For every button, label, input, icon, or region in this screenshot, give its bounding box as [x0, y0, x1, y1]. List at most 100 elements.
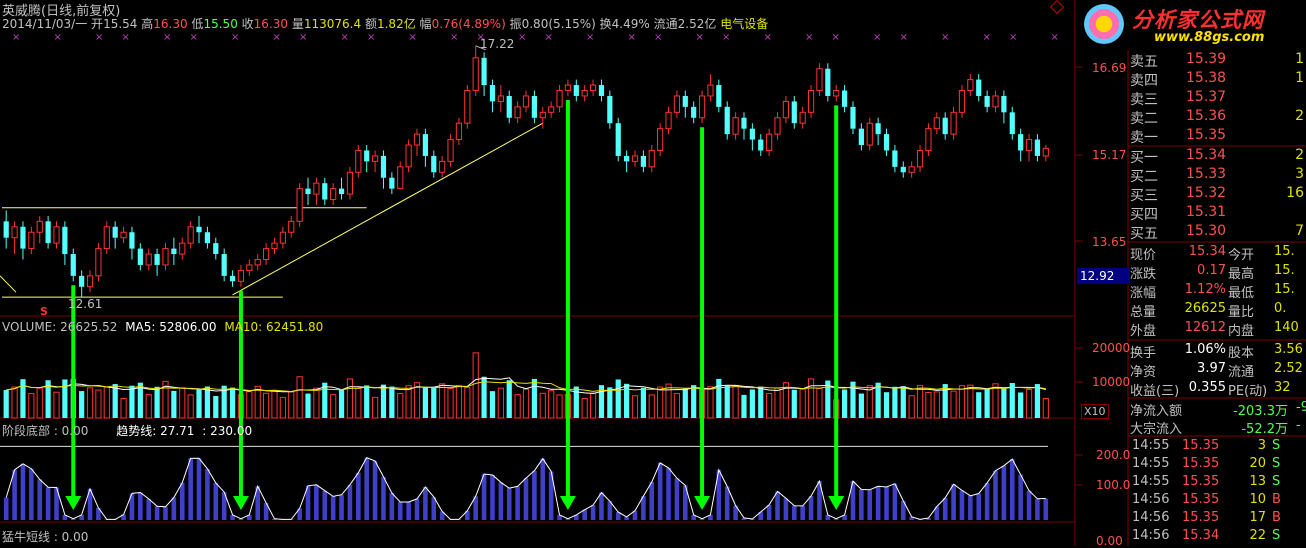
volume-bar-down	[724, 385, 730, 418]
bid-level-label: 买二	[1130, 169, 1158, 185]
stock-name: 英威腾	[2, 4, 42, 19]
volume-bar-down	[1034, 384, 1041, 418]
volume-bar-up	[179, 387, 186, 419]
candle-body-down	[598, 85, 605, 96]
volume-bar-down	[79, 391, 85, 418]
x-marker: ×	[518, 32, 526, 43]
bid-row[interactable]: 买一 15.34 2	[1130, 147, 1306, 166]
volume-bar-down	[322, 382, 328, 418]
volume-bar-up	[1042, 397, 1049, 419]
bid-row[interactable]: 买二 15.33 3	[1130, 166, 1306, 185]
volume-bar-up	[120, 397, 127, 419]
volume-bar-down	[229, 387, 236, 418]
candle-body-up	[1025, 139, 1033, 151]
candle-body-up	[397, 166, 404, 190]
ask-qty: 2	[1295, 108, 1304, 124]
ask-row[interactable]: 卖二 15.36 2	[1130, 108, 1306, 127]
volume-bar-down	[976, 392, 982, 418]
candle-body-up	[296, 188, 303, 222]
quote-label: 外盘	[1130, 324, 1157, 339]
volume-bar-down	[129, 385, 135, 418]
ask-row[interactable]: 卖三 15.37	[1130, 89, 1306, 108]
candle-body-down	[20, 226, 26, 249]
ask-price: 15.35	[1186, 127, 1227, 143]
volume-bar-up	[648, 394, 655, 419]
volume-bar-up	[296, 376, 303, 419]
candle-body-up	[288, 220, 295, 233]
bid-level-label: 买一	[1130, 150, 1158, 166]
candle-body-up	[179, 242, 186, 255]
candlesticks	[3, 45, 1049, 298]
high-pointer	[475, 45, 486, 51]
tick-row: 14:56 15.34 22 S	[1130, 528, 1306, 546]
tick-volume: 3	[1257, 438, 1266, 453]
candle-body-down	[364, 150, 370, 162]
volume-bar-up	[464, 387, 471, 419]
volume-bar-up	[397, 393, 404, 419]
ask-row[interactable]: 卖五 15.39 1	[1130, 51, 1306, 70]
bid-row[interactable]: 买四 15.31	[1130, 204, 1306, 223]
candle-body-up	[799, 111, 806, 124]
candle-body-up	[992, 95, 999, 108]
volume-bar-up	[556, 394, 563, 419]
candle-body-up	[589, 84, 597, 92]
volume-legend-ma5: MA5: 52806.00	[125, 320, 217, 334]
volume-bar-up	[262, 392, 270, 419]
volume-bar-up	[732, 384, 739, 419]
ask-row[interactable]: 卖一 15.35	[1130, 127, 1306, 146]
ask-qty: 1	[1295, 70, 1304, 86]
x-marker: ×	[586, 32, 594, 43]
tick-row: 14:56 15.35 10 B	[1130, 492, 1306, 510]
volume-bar-down	[45, 380, 51, 418]
volume-bar-down	[1009, 382, 1015, 418]
ask-level-label: 卖二	[1130, 111, 1158, 127]
candle-body-down	[380, 155, 387, 178]
current-price-marker: 12.92	[1077, 268, 1130, 284]
candle-body-down	[1034, 139, 1041, 156]
candle-body-up	[145, 253, 152, 266]
quote-value: 12612	[1184, 320, 1226, 335]
candle-body-up	[246, 264, 253, 271]
candle-body-down	[716, 85, 722, 107]
ask-level-label: 卖三	[1130, 92, 1158, 108]
volume-bar-down	[691, 385, 697, 418]
tick-side: S	[1272, 438, 1281, 453]
signal-s-label: S	[40, 305, 48, 318]
chart-header-info: 2014/11/03/一 开15.54 高16.30 低15.50 收16.30…	[2, 17, 769, 31]
ask-row[interactable]: 卖四 15.38 1	[1130, 70, 1306, 89]
candle-body-up	[371, 155, 379, 162]
logo: 分析家公式网 www.88gs.com	[1080, 0, 1306, 50]
volume-bar-up	[522, 388, 530, 419]
indicator-tick-100: 100.0	[1096, 478, 1131, 492]
x-marker: ×	[95, 32, 103, 43]
volume-bar-up	[992, 383, 999, 419]
candle-body-up	[1042, 147, 1049, 157]
x-marker: ×	[190, 32, 198, 43]
quote-label: 换手	[1130, 346, 1157, 361]
candle-body-up	[279, 231, 286, 244]
volume-bar-up	[707, 386, 714, 419]
candle-body-down	[229, 275, 236, 282]
volume-bar-up	[355, 387, 362, 419]
candle-body-down	[624, 155, 630, 162]
indicator-bars	[0, 445, 1049, 520]
volume-bar-down	[741, 394, 747, 418]
x-marker: ×	[722, 32, 730, 43]
volume-ma10-line	[6, 381, 1046, 393]
tick-volume: 13	[1249, 474, 1266, 489]
x-marker: ×	[941, 32, 949, 43]
tick-price: 15.35	[1182, 474, 1220, 489]
quote-label-2: 量比	[1228, 305, 1255, 320]
flower-logo-icon	[1084, 4, 1124, 44]
bid-row[interactable]: 买五 15.30 7	[1130, 223, 1306, 242]
bid-price: 15.30	[1186, 223, 1227, 239]
volume-bar-down	[598, 385, 605, 418]
x-marker: ×	[231, 32, 239, 43]
candle-body-down	[942, 117, 948, 135]
volume-bar-up	[254, 385, 261, 419]
bid-row[interactable]: 买三 15.32 16	[1130, 185, 1306, 204]
bottom-indicator-legend: 猛牛短线 : 0.00	[2, 530, 89, 544]
candle-body-up	[539, 111, 546, 119]
candle-body-up	[698, 95, 706, 119]
volume-bar-up	[53, 391, 60, 419]
